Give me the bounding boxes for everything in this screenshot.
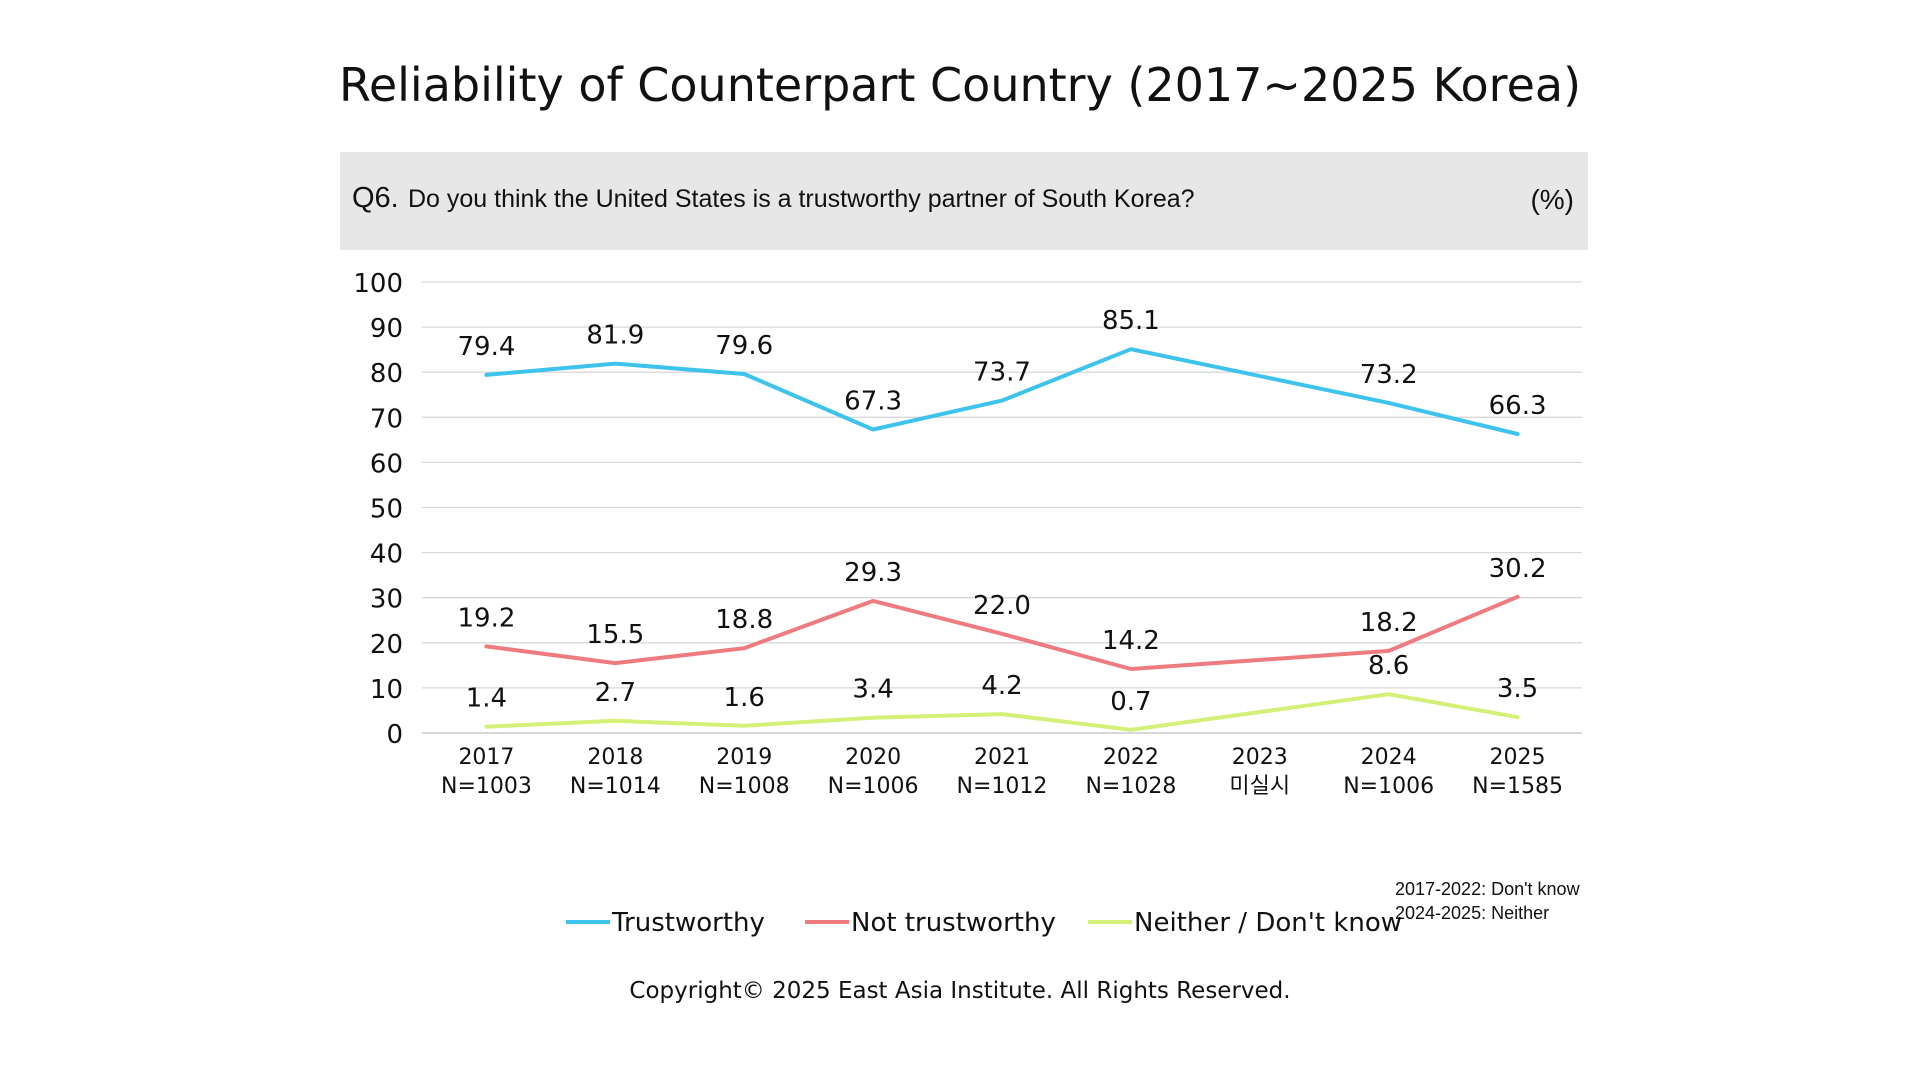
grid-lines bbox=[422, 281, 1582, 734]
x-tick-sublabel: N=1028 bbox=[1085, 774, 1176, 799]
question-text: Do you think the United States is a trus… bbox=[408, 185, 1195, 213]
data-label: 85.1 bbox=[1102, 306, 1160, 336]
data-label: 67.3 bbox=[844, 386, 902, 416]
data-label: 3.4 bbox=[852, 675, 893, 705]
legend-note-line-2: 2024-2025: Neither bbox=[1395, 903, 1550, 923]
data-label: 29.3 bbox=[844, 558, 902, 588]
legend-note: 2017-2022: Don't know 2024-2025: Neither bbox=[1395, 877, 1580, 925]
unit-label: (%) bbox=[1530, 184, 1574, 215]
data-label: 73.2 bbox=[1360, 360, 1418, 390]
data-label: 81.9 bbox=[586, 321, 644, 351]
data-label: 2.7 bbox=[595, 678, 636, 708]
y-tick-label: 70 bbox=[370, 404, 403, 434]
data-label: 14.2 bbox=[1102, 626, 1160, 656]
y-tick-label: 60 bbox=[370, 449, 403, 479]
chart-title: Reliability of Counterpart Country (2017… bbox=[338, 58, 1582, 112]
legend-label: Neither / Don't know bbox=[1134, 908, 1402, 938]
x-tick-sublabel: N=1003 bbox=[441, 774, 532, 799]
data-label: 3.5 bbox=[1497, 674, 1538, 704]
x-tick-label: 2019 bbox=[716, 745, 772, 770]
data-label: 73.7 bbox=[973, 358, 1031, 388]
y-axis-ticks: 0 10 20 30 40 50 60 70 80 90 100 bbox=[353, 269, 403, 750]
series-line-1 bbox=[484, 594, 1520, 671]
x-tick-sublabel: N=1008 bbox=[699, 774, 790, 799]
series-line-2 bbox=[484, 692, 1520, 732]
data-label: 15.5 bbox=[586, 620, 644, 650]
y-tick-label: 80 bbox=[370, 359, 403, 389]
x-tick-label: 2022 bbox=[1103, 745, 1159, 770]
x-tick-sublabel: N=1014 bbox=[570, 774, 661, 799]
x-tick-sublabel: N=1012 bbox=[957, 774, 1048, 799]
x-tick-sublabel: 미실시 bbox=[1229, 774, 1290, 799]
series-lines bbox=[484, 347, 1520, 732]
data-label: 0.7 bbox=[1110, 687, 1151, 717]
data-label: 79.6 bbox=[715, 331, 773, 361]
x-tick-label: 2018 bbox=[587, 745, 643, 770]
x-tick-label: 2021 bbox=[974, 745, 1030, 770]
y-tick-label: 10 bbox=[370, 675, 403, 705]
y-tick-label: 40 bbox=[370, 540, 403, 570]
x-tick-label: 2020 bbox=[845, 745, 901, 770]
data-label: 22.0 bbox=[973, 591, 1031, 621]
data-label: 8.6 bbox=[1368, 651, 1409, 681]
y-tick-label: 30 bbox=[370, 585, 403, 615]
data-label: 79.4 bbox=[457, 332, 515, 362]
data-label: 18.2 bbox=[1360, 608, 1418, 638]
data-label: 1.4 bbox=[466, 684, 507, 714]
question-label: Q6. bbox=[352, 182, 399, 214]
data-label: 4.2 bbox=[981, 671, 1022, 701]
data-label: 19.2 bbox=[457, 603, 515, 633]
legend-label: Trustworthy bbox=[611, 908, 765, 938]
y-tick-label: 20 bbox=[370, 630, 403, 660]
data-label: 30.2 bbox=[1489, 554, 1547, 584]
copyright-text: Copyright© 2025 East Asia Institute. All… bbox=[629, 978, 1291, 1004]
y-tick-label: 90 bbox=[370, 314, 403, 344]
y-tick-label: 100 bbox=[353, 269, 403, 299]
y-tick-label: 50 bbox=[370, 495, 403, 525]
x-tick-sublabel: N=1006 bbox=[1343, 774, 1434, 799]
question-bar: Q6. Do you think the United States is a … bbox=[340, 152, 1588, 250]
x-tick-label: 2024 bbox=[1361, 745, 1417, 770]
legend: Trustworthy Not trustworthy Neither / Don'… bbox=[566, 908, 1402, 938]
x-axis-ticks: 2017 N=1003 2018 N=1014 2019 N=1008 2020 N=1006… bbox=[441, 745, 1563, 799]
legend-note-line-1: 2017-2022: Don't know bbox=[1395, 879, 1580, 899]
data-label: 1.6 bbox=[724, 683, 765, 713]
x-tick-sublabel: N=1006 bbox=[828, 774, 919, 799]
data-label: 66.3 bbox=[1489, 391, 1547, 421]
x-tick-label: 2017 bbox=[458, 745, 514, 770]
x-tick-label: 2025 bbox=[1490, 745, 1546, 770]
y-tick-label: 0 bbox=[386, 720, 403, 750]
legend-label: Not trustworthy bbox=[851, 908, 1056, 938]
series-line-0 bbox=[484, 347, 1520, 436]
data-label: 18.8 bbox=[715, 605, 773, 635]
data-labels: 79.4 81.9 79.6 67.3 73.7 85.1 73.2 66.3 19.2 15.5… bbox=[457, 306, 1546, 717]
x-tick-label: 2023 bbox=[1232, 745, 1288, 770]
x-tick-sublabel: N=1585 bbox=[1472, 774, 1563, 799]
